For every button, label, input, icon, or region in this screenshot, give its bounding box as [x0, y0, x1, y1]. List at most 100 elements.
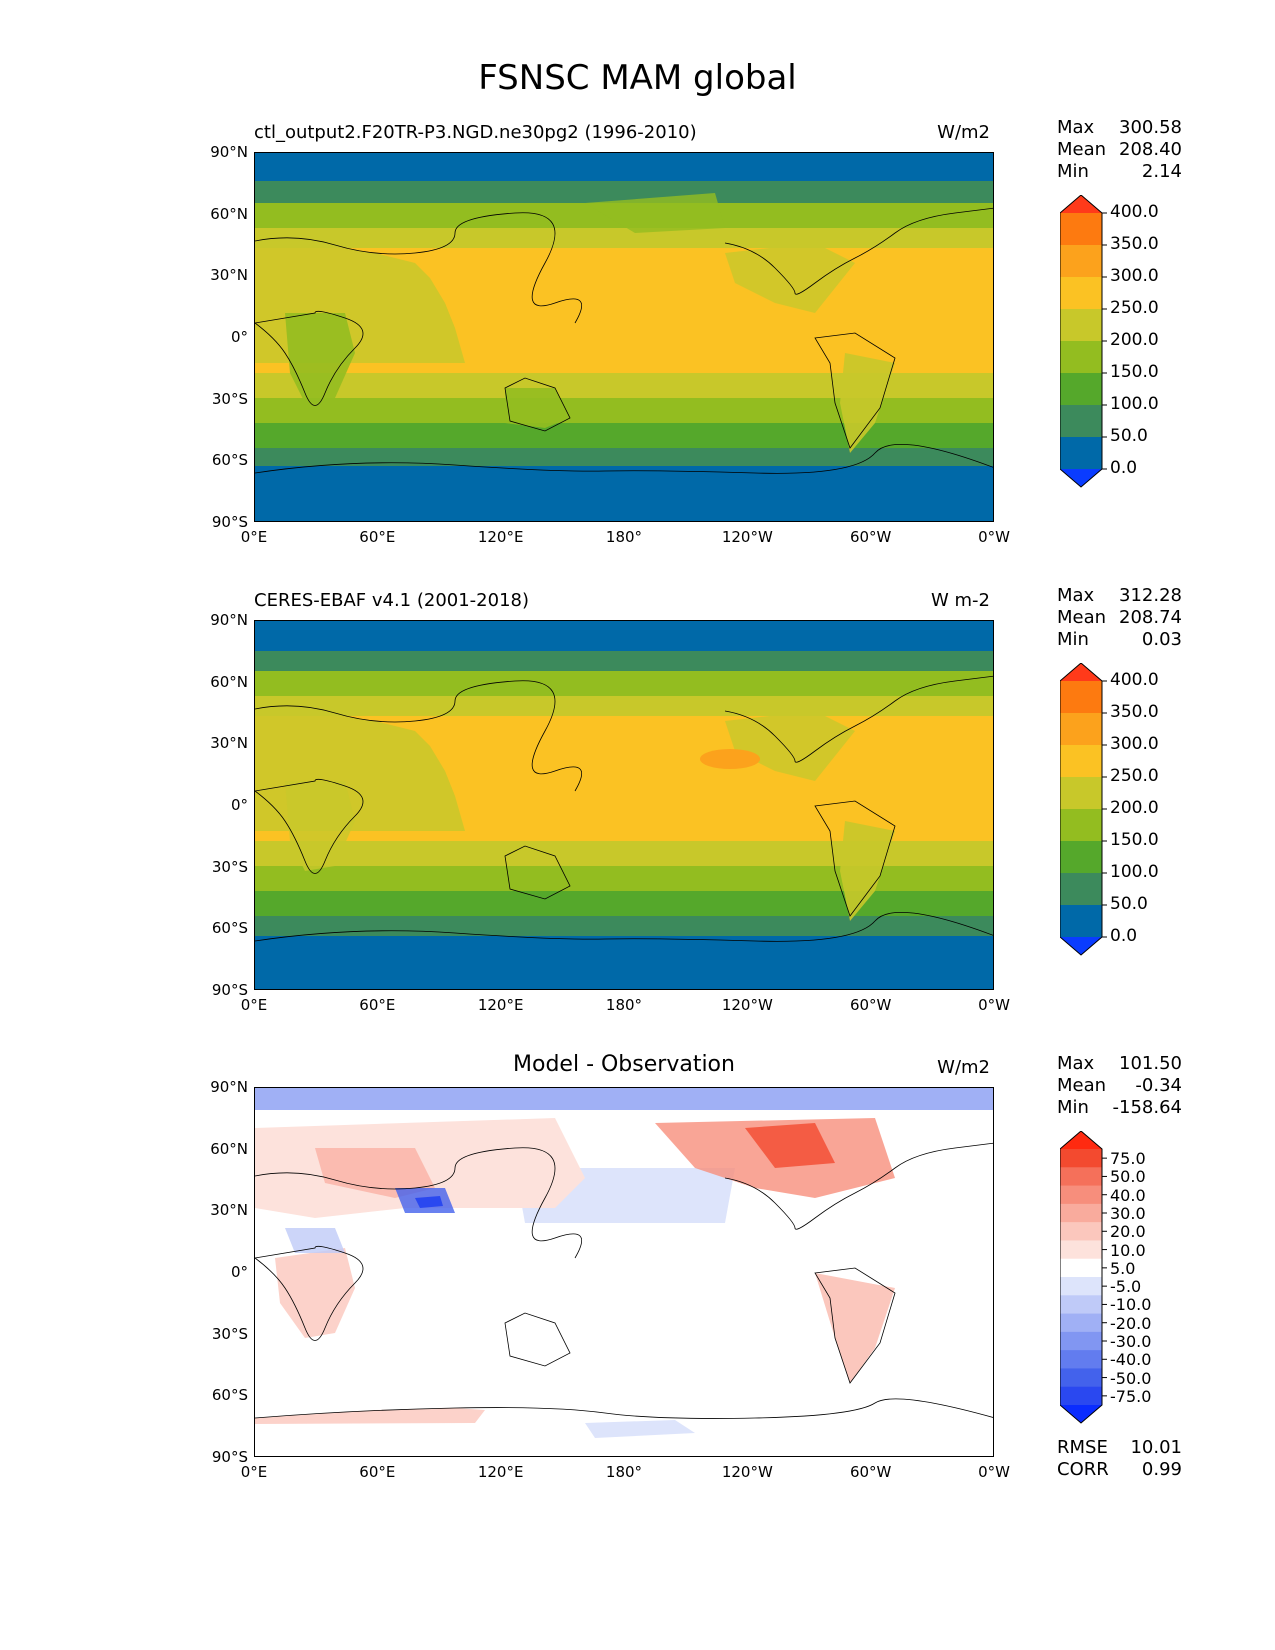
lat-tick-label: 90°S — [211, 1448, 248, 1466]
panel-1-stats: Max 300.58 Mean 208.40 Min 2.14 — [1057, 117, 1182, 183]
lat-tick-label: 30°S — [211, 389, 248, 408]
colorbar-swatch — [1060, 1277, 1102, 1296]
stat-min-value: 0.03 — [1141, 629, 1182, 650]
colorbar-level-label: 40.0 — [1110, 1185, 1146, 1205]
colorbar-swatch — [1060, 1203, 1102, 1223]
colorbar-level-label: 0.0 — [1110, 458, 1138, 478]
lat-tick-label: 30°S — [211, 1324, 248, 1343]
lon-tick-label: 120°W — [721, 996, 773, 1014]
colorbar-level-label: -20.0 — [1110, 1313, 1152, 1333]
colorbar-level-label: 250.0 — [1110, 766, 1159, 786]
lon-tick-label: 0°E — [240, 996, 268, 1014]
panel-2-map — [254, 620, 994, 990]
colorbar-level-label: 50.0 — [1110, 894, 1148, 914]
colorbar-level-label: 75.0 — [1110, 1149, 1146, 1169]
colorbar-level-label: 0.0 — [1110, 926, 1138, 946]
colorbar-level-label: 10.0 — [1110, 1240, 1146, 1260]
colorbar-swatch — [1060, 437, 1102, 470]
colorbar-level-label: 50.0 — [1110, 426, 1148, 446]
panel-3-map — [254, 1087, 994, 1457]
colorbar-swatch — [1060, 905, 1102, 938]
colorbar-swatch — [1060, 809, 1102, 842]
lon-tick-label: 0°E — [240, 1463, 268, 1481]
lon-tick-label: 60°E — [359, 528, 396, 546]
colorbar-swatch — [1060, 1240, 1102, 1260]
lon-tick-label: 120°E — [477, 1463, 524, 1481]
stat-min-label: Min — [1057, 161, 1089, 182]
colorbar-level-label: 400.0 — [1110, 202, 1159, 222]
stat-min-label: Min — [1057, 1097, 1089, 1118]
colorbar-swatch — [1060, 1386, 1102, 1406]
colorbar-swatch — [1060, 1185, 1102, 1205]
lat-tick-label: 60°S — [211, 451, 248, 470]
stat-max-label: Max — [1057, 117, 1095, 138]
colorbar-level-label: 50.0 — [1110, 1167, 1146, 1187]
lon-tick-label: 180° — [605, 996, 643, 1014]
colorbar-swatch — [1060, 341, 1102, 374]
colorbar-3 — [1060, 1131, 1107, 1424]
lat-tick-label: 0° — [230, 796, 248, 814]
stat-mean-value: 208.40 — [1119, 139, 1182, 160]
colorbar-extend-min — [1060, 469, 1102, 487]
colorbar-level-label: 200.0 — [1110, 330, 1159, 350]
stat-mean-label: Mean — [1057, 607, 1107, 628]
lat-tick-label: 90°S — [211, 513, 248, 531]
lat-tick-label: 30°N — [210, 734, 248, 753]
colorbar-swatch — [1060, 1167, 1102, 1187]
colorbar-swatch — [1060, 1350, 1102, 1369]
lat-tick-label: 90°N — [210, 143, 248, 161]
stat-mean-value: 208.74 — [1119, 607, 1182, 628]
colorbar-swatch — [1060, 373, 1102, 406]
colorbar-level-label: 150.0 — [1110, 830, 1159, 850]
lon-tick-label: 180° — [605, 528, 643, 546]
lat-tick-label: 60°S — [211, 919, 248, 938]
lat-tick-label: 90°N — [210, 611, 248, 629]
lat-tick-label: 90°N — [210, 1078, 248, 1096]
panel-1-map — [254, 152, 994, 522]
lat-tick-label: 60°N — [210, 672, 248, 691]
colorbar-level-label: 400.0 — [1110, 670, 1159, 690]
lon-tick-label: 60°W — [849, 996, 892, 1014]
colorbar-swatch — [1060, 309, 1102, 342]
lon-tick-label: 180° — [605, 1463, 643, 1481]
colorbar-outline — [1060, 1131, 1103, 1424]
colorbar-swatch — [1060, 841, 1102, 874]
figure-title: FSNSC MAM global — [478, 58, 797, 98]
colorbar-swatch — [1060, 245, 1102, 278]
lon-tick-label: 120°E — [477, 528, 524, 546]
lat-tick-label: 0° — [230, 1263, 248, 1281]
lat-tick-label: 90°S — [211, 981, 248, 999]
colorbar-level-label: 150.0 — [1110, 362, 1159, 382]
lat-tick-label: 30°N — [210, 266, 248, 285]
stat-max-value: 300.58 — [1119, 117, 1182, 138]
stat-rmse-value: 10.01 — [1130, 1437, 1182, 1458]
lat-tick-label: 60°N — [210, 1139, 248, 1158]
stat-min-value: -158.64 — [1112, 1097, 1182, 1118]
lon-tick-label: 60°E — [359, 996, 396, 1014]
panel-2-units: W m-2 — [930, 590, 990, 611]
lon-tick-label: 0°W — [978, 528, 1010, 546]
colorbar-swatch — [1060, 713, 1102, 746]
colorbar-swatch — [1060, 873, 1102, 906]
stat-rmse-label: RMSE — [1057, 1437, 1108, 1458]
colorbar-level-label: 5.0 — [1110, 1258, 1136, 1278]
lon-tick-label: 0°W — [978, 996, 1010, 1014]
lon-tick-label: 0°E — [240, 528, 268, 546]
colorbar-swatch — [1060, 1313, 1102, 1333]
lat-tick-label: 0° — [230, 328, 248, 346]
colorbar-extend-min — [1060, 937, 1102, 955]
colorbar-level-label: 20.0 — [1110, 1222, 1146, 1242]
stat-min-label: Min — [1057, 629, 1089, 650]
lon-tick-label: 120°E — [477, 996, 524, 1014]
colorbar-level-label: -30.0 — [1110, 1332, 1152, 1351]
colorbar-extend-max — [1060, 663, 1102, 681]
lon-tick-label: 120°W — [721, 528, 773, 546]
lat-tick-label: 30°S — [211, 857, 248, 876]
panel-3-stats: Max 101.50 Mean -0.34 Min -158.64 — [1057, 1053, 1182, 1119]
colorbar-level-label: -75.0 — [1110, 1386, 1152, 1406]
colorbar-level-label: 30.0 — [1110, 1204, 1146, 1223]
colorbar-swatch — [1060, 1222, 1102, 1241]
colorbar-level-label: 100.0 — [1110, 862, 1159, 882]
colorbar-1 — [1060, 195, 1107, 488]
stat-max-label: Max — [1057, 585, 1095, 606]
